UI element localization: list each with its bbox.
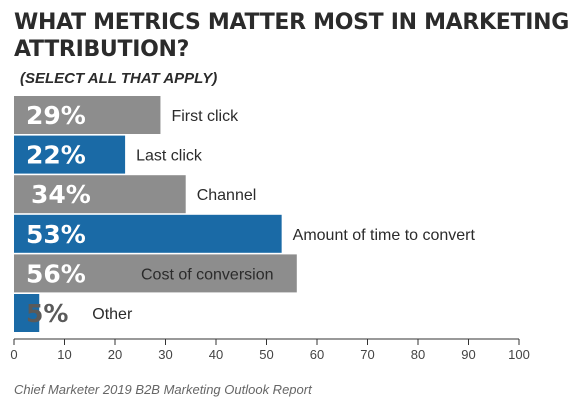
x-axis-tick-label: 70	[360, 347, 374, 362]
x-axis-tick-label: 60	[310, 347, 324, 362]
bar-value-label: 5%	[26, 299, 68, 328]
bar-value-label: 53%	[26, 220, 86, 249]
bar-category-label: Other	[92, 306, 133, 323]
bar	[14, 294, 40, 332]
bar	[14, 214, 282, 253]
x-axis-tick-label: 40	[209, 347, 223, 362]
x-axis-tick-label: 10	[57, 347, 71, 362]
bar-category-label: Amount of time to convert	[293, 227, 476, 244]
chart-source: Chief Marketer 2019 B2B Marketing Outloo…	[14, 382, 312, 397]
bar-category-label: First click	[171, 108, 239, 125]
x-axis-tick-label: 0	[10, 347, 17, 362]
bar	[14, 175, 186, 214]
x-axis-tick-label: 100	[508, 347, 530, 362]
bar	[14, 254, 297, 293]
bar-value-label: 29%	[26, 101, 86, 130]
x-axis-tick-label: 50	[259, 347, 273, 362]
bar-value-label: 56%	[26, 259, 86, 288]
bar-value-label: 34%	[31, 180, 91, 209]
x-axis-tick-label: 20	[108, 347, 122, 362]
x-axis-tick-label: 30	[158, 347, 172, 362]
chart-title-main: WHAT METRICS MATTER MOST IN MARKETING AT…	[14, 10, 569, 62]
bar	[14, 135, 126, 174]
bar	[14, 96, 161, 134]
chart-title: WHAT METRICS MATTER MOST IN MARKETING AT…	[14, 9, 573, 92]
bar-category-label: Cost of conversion	[141, 266, 274, 283]
bar-category-label: Last click	[136, 148, 203, 165]
chart-subtitle: (SELECT ALL THAT APPLY)	[20, 70, 218, 87]
bar-category-label: Channel	[197, 187, 257, 204]
x-axis-tick-label: 80	[411, 347, 425, 362]
bar-value-label: 22%	[26, 141, 86, 170]
x-axis-tick-label: 90	[461, 347, 475, 362]
